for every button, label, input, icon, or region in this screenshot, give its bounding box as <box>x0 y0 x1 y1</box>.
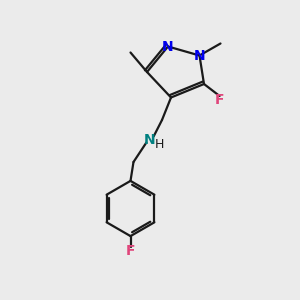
Text: F: F <box>126 244 135 258</box>
Text: F: F <box>214 94 224 107</box>
Text: N: N <box>162 40 174 53</box>
Text: H: H <box>155 137 164 151</box>
Text: N: N <box>194 49 205 62</box>
Text: N: N <box>144 133 156 146</box>
